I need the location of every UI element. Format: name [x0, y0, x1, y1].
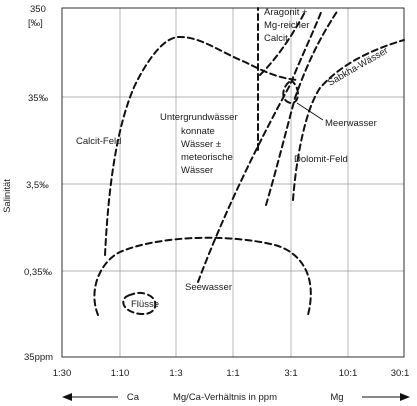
- label-calcit-feld: Calcit-Feld: [76, 136, 121, 147]
- y-tick-35: 35‰: [28, 93, 49, 104]
- label-untergrund: Untergrundwässer: [160, 112, 238, 123]
- grid: [62, 8, 404, 357]
- x-tick-1-10: 1:10: [111, 368, 130, 379]
- label-meerwasser: Meerwasser: [325, 118, 377, 129]
- y-axis-title: Salinität: [2, 179, 13, 213]
- dolomit-boundary: [265, 9, 339, 206]
- field-boundaries: [93, 7, 405, 316]
- label-aragonit-1: Aragonit +: [264, 7, 308, 18]
- label-konnate-2: Wässer ±: [181, 139, 221, 150]
- label-aragonit-3: Calcit: [264, 33, 288, 44]
- y-tick-unit: [‰]: [28, 18, 43, 29]
- arrow-right-icon: [400, 393, 410, 401]
- bottom-arrows: [62, 393, 410, 401]
- meerwasser-pointer: [296, 102, 324, 121]
- y-tick-0-35: 0,35‰: [24, 267, 52, 278]
- sabkha-boundary: [292, 39, 405, 201]
- fluesse-loop: [122, 291, 157, 316]
- x-label-mg: Mg: [330, 392, 343, 403]
- calcit-boundary: [104, 35, 298, 256]
- x-tick-3-1: 3:1: [284, 368, 297, 379]
- arrow-left-icon: [62, 393, 72, 401]
- meerwasser-loop: [282, 80, 299, 105]
- y-tick-35ppm: 35ppm: [24, 352, 53, 363]
- x-tick-10-1: 10:1: [339, 368, 358, 379]
- label-konnate-4: Wässer: [181, 165, 213, 176]
- label-konnate-1: konnate: [181, 126, 215, 137]
- plot-frame: [61, 7, 405, 358]
- y-tick-350: 350: [30, 4, 46, 15]
- y-tick-3-5: 3,5‰: [26, 180, 49, 191]
- label-konnate-3: meteorische: [181, 152, 233, 163]
- x-label-ca: Ca: [127, 392, 140, 403]
- lower-basin-boundary: [93, 236, 312, 316]
- x-tick-1-30: 1:30: [53, 368, 72, 379]
- x-tick-1-1: 1:1: [226, 368, 239, 379]
- x-tick-30-1: 30:1: [391, 368, 410, 379]
- label-sabkha: Sabkha-Wässer: [326, 45, 390, 88]
- label-aragonit-2: Mg-reicher: [264, 20, 309, 31]
- label-fluesse: Flüsse: [131, 299, 159, 310]
- x-axis-title: Mg/Ca-Verhältnis in ppm: [173, 392, 277, 403]
- label-dolomit: Dolomit-Feld: [294, 154, 348, 165]
- label-seewasser: Seewasser: [185, 282, 232, 293]
- x-tick-1-3: 1:3: [169, 368, 182, 379]
- aragonit-right-boundary: [259, 9, 307, 76]
